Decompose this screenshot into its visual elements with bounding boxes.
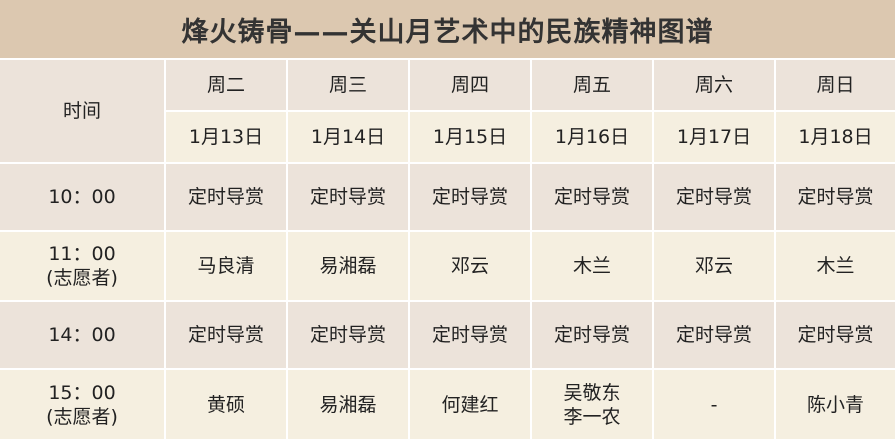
schedule-cell: 定时导赏 bbox=[288, 302, 408, 368]
cell-text: 木兰 bbox=[816, 255, 855, 277]
date-header: 1月15日 bbox=[410, 112, 530, 162]
schedule-cell: 定时导赏 bbox=[654, 164, 774, 230]
schedule-cell: 陈小青 bbox=[776, 370, 895, 439]
schedule-cell: 木兰 bbox=[776, 232, 895, 300]
time-value: 15：00 bbox=[48, 381, 116, 404]
date-header: 1月16日 bbox=[532, 112, 652, 162]
cell-text: 定时导赏 bbox=[187, 186, 264, 208]
schedule-cell: 定时导赏 bbox=[410, 302, 530, 368]
schedule-cell: 木兰 bbox=[532, 232, 652, 300]
time-cell: 10：00 bbox=[0, 164, 164, 230]
schedule-cell: 定时导赏 bbox=[654, 302, 774, 368]
cell-text: 定时导赏 bbox=[675, 324, 752, 346]
schedule-cell: 定时导赏 bbox=[410, 164, 530, 230]
schedule-cell: 定时导赏 bbox=[166, 302, 286, 368]
schedule-cell: 易湘磊 bbox=[288, 370, 408, 439]
day-header: 周日 bbox=[776, 60, 895, 110]
cell-text: 邓云 bbox=[694, 255, 733, 277]
cell-text: 定时导赏 bbox=[553, 186, 630, 208]
day-header: 周六 bbox=[654, 60, 774, 110]
cell-text: 定时导赏 bbox=[675, 186, 752, 208]
schedule-cell: 吴敬东 李一农 bbox=[532, 370, 652, 439]
cell-text: 陈小青 bbox=[806, 393, 864, 416]
date-header: 1月14日 bbox=[288, 112, 408, 162]
time-cell: 11：00 (志愿者) bbox=[0, 232, 164, 300]
schedule-cell: 黄硕 bbox=[166, 370, 286, 439]
time-value: 14：00 bbox=[48, 324, 116, 346]
cell-text: 马良清 bbox=[197, 255, 255, 277]
day-header: 周二 bbox=[166, 60, 286, 110]
day-header: 周三 bbox=[288, 60, 408, 110]
cell-text: 定时导赏 bbox=[431, 186, 508, 208]
cell-text: 定时导赏 bbox=[797, 324, 874, 346]
time-cell: 14：00 bbox=[0, 302, 164, 368]
time-header: 时间 bbox=[0, 60, 164, 162]
cell-text: 吴敬东 李一农 bbox=[563, 381, 621, 428]
schedule-cell: 邓云 bbox=[654, 232, 774, 300]
date-header: 1月18日 bbox=[776, 112, 895, 162]
schedule-cell: 定时导赏 bbox=[532, 164, 652, 230]
date-header: 1月17日 bbox=[654, 112, 774, 162]
cell-text: 邓云 bbox=[450, 255, 489, 277]
schedule-cell: 马良清 bbox=[166, 232, 286, 300]
cell-text: 定时导赏 bbox=[797, 186, 874, 208]
schedule-cell: 定时导赏 bbox=[166, 164, 286, 230]
page-title: 烽火铸骨——关山月艺术中的民族精神图谱 bbox=[0, 0, 895, 58]
schedule-table: 时间 周二 周三 周四 周五 周六 周日 1月13日 1月14日 1月15日 1月16日 1月17日… bbox=[0, 60, 895, 439]
cell-text: 易湘磊 bbox=[319, 255, 377, 277]
schedule-cell: 定时导赏 bbox=[288, 164, 408, 230]
schedule-cell: 定时导赏 bbox=[776, 302, 895, 368]
schedule-cell: 定时导赏 bbox=[532, 302, 652, 368]
cell-text: 黄硕 bbox=[206, 393, 245, 416]
schedule-cell: 邓云 bbox=[410, 232, 530, 300]
time-cell: 15：00 (志愿者) bbox=[0, 370, 164, 439]
cell-text: - bbox=[710, 393, 718, 416]
schedule-cell: 易湘磊 bbox=[288, 232, 408, 300]
cell-text: 定时导赏 bbox=[309, 186, 386, 208]
day-header: 周五 bbox=[532, 60, 652, 110]
time-note: (志愿者) bbox=[46, 405, 118, 428]
schedule-cell: - bbox=[654, 370, 774, 439]
cell-text: 何建红 bbox=[441, 393, 499, 416]
date-header: 1月13日 bbox=[166, 112, 286, 162]
cell-text: 易湘磊 bbox=[319, 393, 377, 416]
schedule-cell: 定时导赏 bbox=[776, 164, 895, 230]
cell-text: 木兰 bbox=[572, 255, 611, 277]
cell-text: 定时导赏 bbox=[187, 324, 264, 346]
time-value: 10：00 bbox=[48, 186, 116, 208]
cell-text: 定时导赏 bbox=[431, 324, 508, 346]
time-note: (志愿者) bbox=[46, 267, 118, 289]
time-value: 11：00 bbox=[48, 243, 116, 265]
cell-text: 定时导赏 bbox=[309, 324, 386, 346]
cell-text: 定时导赏 bbox=[553, 324, 630, 346]
day-header: 周四 bbox=[410, 60, 530, 110]
schedule-cell: 何建红 bbox=[410, 370, 530, 439]
